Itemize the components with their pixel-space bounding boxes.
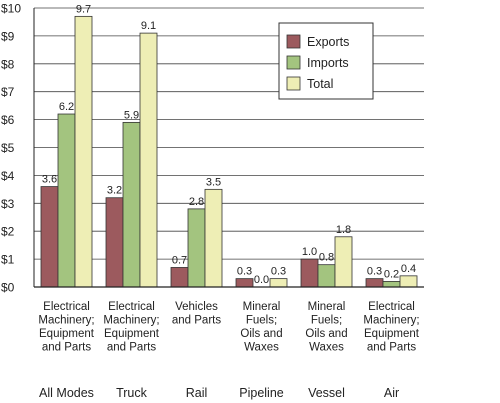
bar-total: [139, 32, 158, 288]
category-label: Fuels;: [246, 315, 277, 327]
bar-total: [269, 278, 288, 288]
category-label: Oils and: [240, 328, 282, 340]
category-label: Machinery;: [38, 315, 94, 327]
data-label: 2.8: [189, 196, 204, 208]
bar-imports: [317, 264, 336, 288]
category-label: and Parts: [42, 342, 91, 354]
mode-label: All Modes: [39, 386, 94, 400]
y-tick-label: $4: [1, 169, 15, 183]
data-label: 0.2: [384, 268, 399, 280]
bars: [40, 15, 418, 288]
data-label: 1.0: [302, 246, 317, 258]
data-label: 3.5: [206, 176, 221, 188]
data-label: 1.8: [336, 224, 351, 236]
y-tick-label: $6: [1, 113, 15, 127]
bar-total: [204, 188, 223, 288]
category-label: and Parts: [172, 315, 221, 327]
data-label: 0.7: [172, 254, 187, 266]
y-tick-label: $1: [1, 253, 15, 267]
category-label: and Parts: [107, 342, 156, 354]
data-label: 0.0: [254, 274, 269, 286]
bar-exports: [170, 267, 189, 288]
data-label: 0.3: [367, 266, 382, 278]
data-label: 0.3: [237, 266, 252, 278]
legend-swatch: [286, 76, 301, 91]
mode-labels: All Modes Truck Rail Pipeline Vessel Air: [39, 386, 399, 400]
y-tick-label: $9: [1, 29, 15, 43]
gridlines: [34, 7, 424, 260]
y-tick-label: $5: [1, 141, 15, 155]
data-label: 9.1: [141, 20, 156, 32]
y-axis-ticks: $0 $1 $2 $3 $4 $5 $6 $7 $8 $9 $10: [1, 2, 21, 295]
category-label: and Parts: [367, 342, 416, 354]
legend-label: Imports: [307, 56, 349, 70]
category-label: Waxes: [244, 342, 279, 354]
y-tick-label: $2: [1, 225, 15, 239]
category-label: Oils and: [305, 328, 347, 340]
y-tick-label: $0: [1, 281, 15, 295]
y-tick-label: $10: [1, 2, 21, 16]
category-label: Mineral: [243, 301, 281, 313]
y-tick-label: $7: [1, 85, 15, 99]
bar-exports: [300, 258, 319, 288]
data-label: 0.3: [271, 266, 286, 278]
mode-label: Pipeline: [239, 386, 284, 400]
bar-exports: [235, 278, 254, 288]
bar-exports: [40, 186, 59, 288]
bar-total: [334, 236, 353, 288]
bar-exports: [365, 278, 384, 288]
data-label: 0.8: [319, 252, 334, 264]
bar-imports: [382, 281, 401, 288]
category-label: Mineral: [308, 301, 346, 313]
data-label: 3.6: [42, 174, 57, 186]
bar-imports: [187, 208, 206, 288]
category-label: Equipment: [104, 328, 160, 340]
data-label: 0.4: [401, 263, 416, 275]
category-label: Electrical: [43, 301, 90, 313]
legend-label: Total: [307, 77, 333, 91]
category-label: Waxes: [309, 342, 344, 354]
mode-label: Vessel: [308, 386, 345, 400]
category-label: Equipment: [39, 328, 95, 340]
category-label: Equipment: [364, 328, 420, 340]
data-label: 3.2: [107, 185, 122, 197]
mode-label: Truck: [116, 386, 148, 400]
mode-label: Rail: [186, 386, 208, 400]
category-label: Fuels;: [311, 315, 342, 327]
data-label: 9.7: [76, 3, 91, 15]
data-label: 5.9: [124, 109, 139, 121]
legend-swatch: [286, 34, 301, 49]
legend: Exports Imports Total: [278, 22, 374, 100]
category-label: Machinery;: [103, 315, 159, 327]
bar-exports: [105, 197, 124, 288]
data-labels: 3.66.29.73.25.99.10.72.83.50.30.00.31.0 0…: [42, 3, 416, 286]
y-tick-label: $8: [1, 57, 15, 71]
category-label: Electrical: [368, 301, 415, 313]
data-label: 6.2: [59, 101, 74, 113]
axes: [33, 8, 424, 288]
mode-label: Air: [384, 386, 399, 400]
legend-label: Exports: [307, 35, 349, 49]
bar-imports: [57, 113, 76, 288]
category-label: Electrical: [108, 301, 155, 313]
bar-total: [74, 15, 93, 288]
category-label: Vehicles: [175, 301, 218, 313]
bar-imports: [122, 121, 141, 288]
y-tick-label: $3: [1, 197, 15, 211]
bar-total: [399, 275, 418, 288]
legend-swatch: [286, 55, 301, 70]
category-label: Machinery;: [363, 315, 419, 327]
